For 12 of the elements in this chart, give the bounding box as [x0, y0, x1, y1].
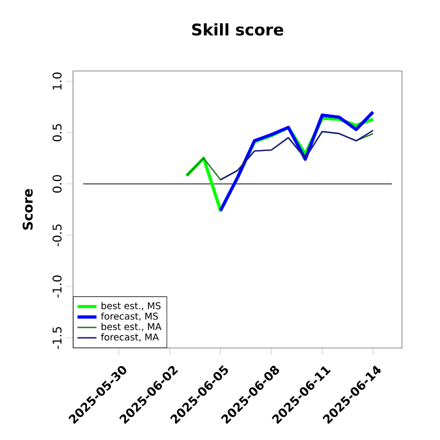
- y-tick-label: -0.5: [52, 224, 62, 246]
- y-tick-label: -1.5: [52, 327, 62, 349]
- legend-label: forecast, MS: [100, 312, 158, 321]
- legend-label: best est., MA: [102, 322, 162, 332]
- chart-title: Skill score: [192, 23, 284, 36]
- legend-label: forecast, MA: [100, 333, 159, 342]
- legend-label: best est., MS: [102, 302, 161, 310]
- y-tick-label: -1.0: [52, 276, 62, 298]
- y-axis-title: Score: [22, 189, 33, 230]
- y-tick-label: 1.0: [52, 72, 62, 90]
- y-tick-label: 0.5: [52, 124, 62, 142]
- y-tick-label: 0.0: [52, 175, 62, 193]
